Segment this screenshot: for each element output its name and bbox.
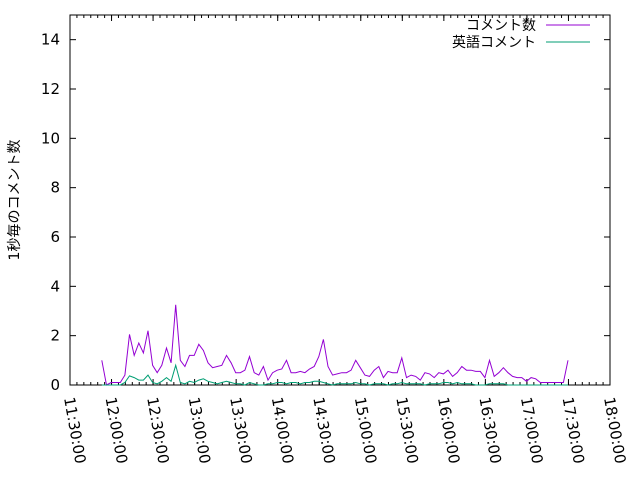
x-tick-label: 17:30:00 bbox=[559, 396, 588, 465]
y-tick-label: 4 bbox=[50, 277, 60, 295]
legend-label: 英語コメント bbox=[452, 34, 536, 51]
axes: 0 2 4 6 8 10 12 14 11:30:00 12:00:00 12:30:00 13:00… bbox=[41, 14, 629, 465]
x-tick-label: 16:00:00 bbox=[434, 396, 463, 465]
x-tick-label: 12:00:00 bbox=[102, 396, 131, 465]
y-tick-label: 12 bbox=[41, 80, 60, 98]
x-tick-label: 18:00:00 bbox=[600, 396, 629, 465]
series-layer bbox=[101, 304, 569, 386]
y-tick-label: 8 bbox=[50, 179, 60, 197]
x-tick-label: 14:00:00 bbox=[268, 396, 297, 465]
y-tick-label: 14 bbox=[41, 31, 60, 49]
x-tick-label: 13:30:00 bbox=[226, 396, 255, 465]
x-tick-label: 15:30:00 bbox=[392, 396, 421, 465]
y-tick-label: 0 bbox=[50, 376, 60, 394]
y-axis-label: 1秒毎のコメント数 bbox=[7, 140, 23, 261]
series-line-2 bbox=[101, 363, 568, 386]
y-tick-label: 10 bbox=[41, 129, 60, 147]
y-tick-label: 2 bbox=[50, 327, 60, 345]
series-line-1 bbox=[101, 304, 569, 386]
x-tick-label: 12:30:00 bbox=[143, 396, 172, 465]
plot-border bbox=[69, 14, 611, 386]
x-tick-label: 14:30:00 bbox=[309, 396, 338, 465]
legend-label: コメント数 bbox=[466, 18, 536, 34]
x-tick-label: 16:30:00 bbox=[475, 396, 504, 465]
x-tick-label: 11:30:00 bbox=[60, 396, 89, 465]
x-tick-label: 13:00:00 bbox=[185, 396, 214, 465]
x-tick-label: 15:00:00 bbox=[351, 396, 380, 465]
x-tick-label: 17:00:00 bbox=[517, 396, 546, 465]
y-tick-label: 6 bbox=[50, 228, 60, 246]
